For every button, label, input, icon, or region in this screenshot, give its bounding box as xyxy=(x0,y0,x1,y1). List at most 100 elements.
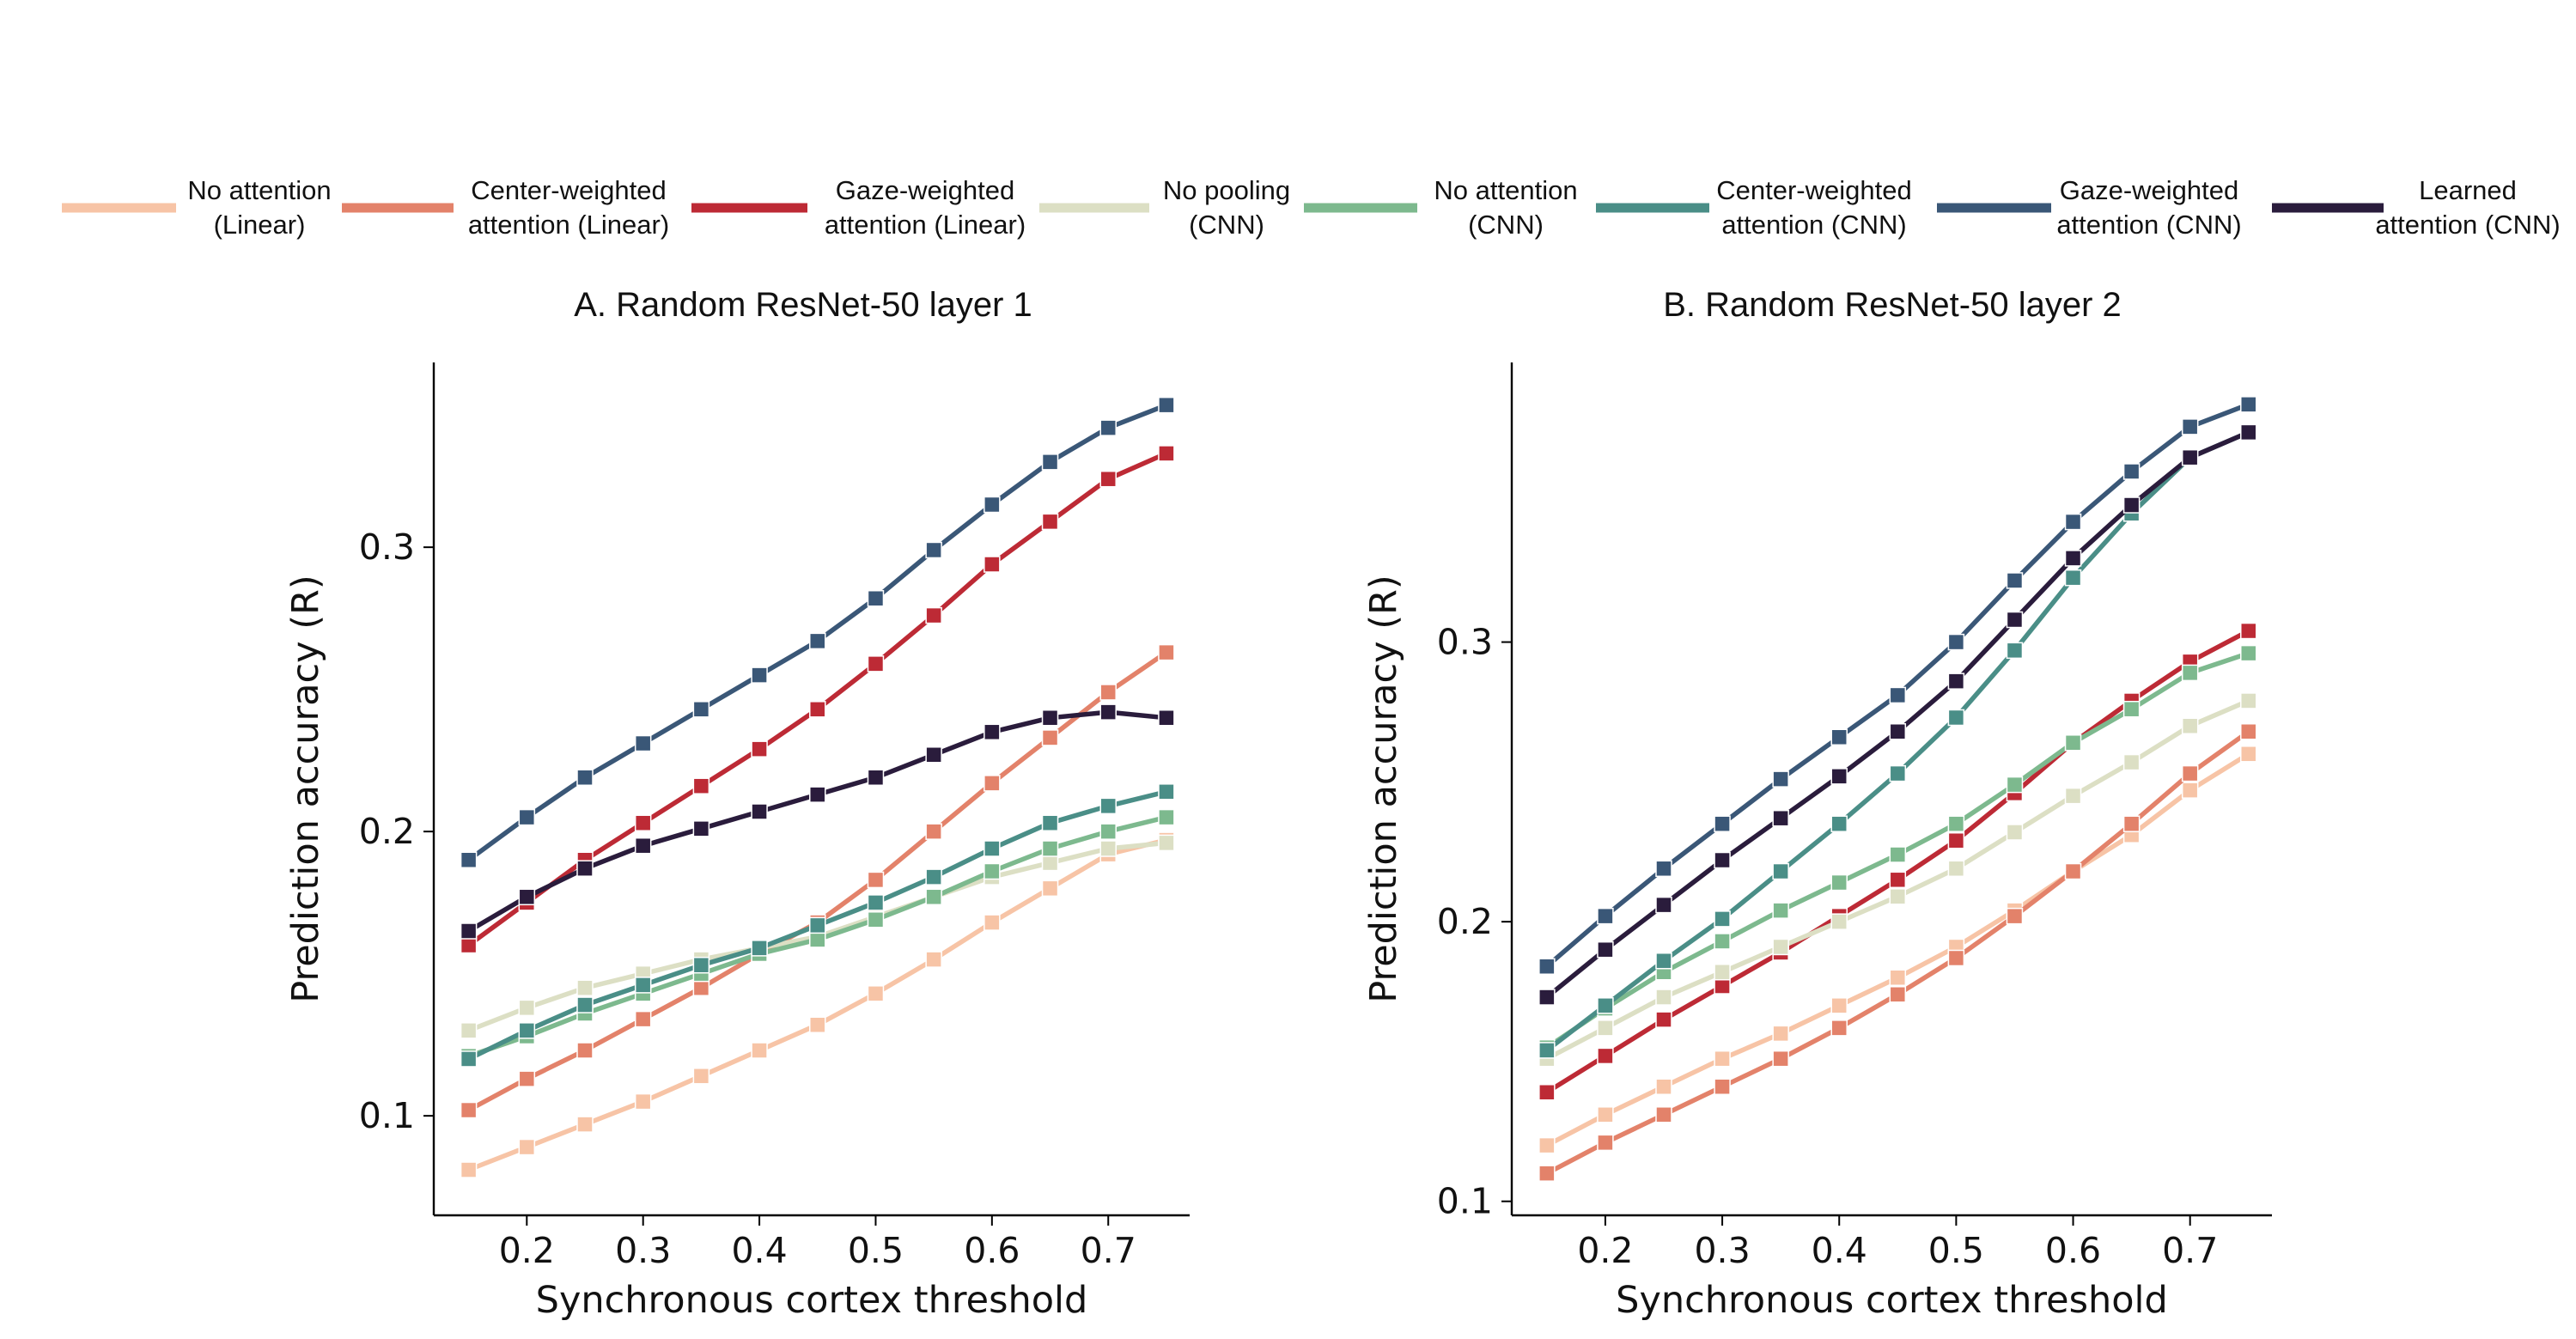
data-point xyxy=(1041,854,1059,872)
series-line xyxy=(466,837,1169,1172)
series-line xyxy=(1544,429,2251,1053)
x-tick-label: 0.6 xyxy=(964,1230,1020,1271)
data-point xyxy=(518,1070,536,1087)
y-tick-label: 0.2 xyxy=(1437,901,1493,942)
data-point xyxy=(1830,728,1848,746)
data-point xyxy=(867,769,885,787)
data-point xyxy=(576,860,594,877)
x-axis-label: Synchronous cortex threshold xyxy=(1616,1279,2168,1322)
data-point xyxy=(2122,496,2141,514)
data-point xyxy=(2240,723,2257,740)
data-point xyxy=(2122,463,2141,480)
x-tick-label: 0.4 xyxy=(1812,1230,1867,1271)
x-tick-label: 0.3 xyxy=(1694,1230,1750,1271)
panel-title: A. Random ResNet-50 layer 1 xyxy=(574,286,1032,324)
y-axis-label: Prediction accuracy (R) xyxy=(284,575,327,1002)
series xyxy=(460,703,1175,940)
data-point xyxy=(1597,1019,1614,1037)
legend-entry: No attention (CNN) xyxy=(1304,175,1578,240)
y-tick-label: 0.2 xyxy=(359,811,415,852)
data-point xyxy=(809,701,826,718)
data-point xyxy=(1714,964,1731,981)
data-point xyxy=(634,814,652,831)
data-point xyxy=(751,1042,768,1059)
data-point xyxy=(867,655,885,673)
data-point xyxy=(1889,986,1907,1003)
data-point xyxy=(1597,940,1614,959)
data-point xyxy=(460,936,478,954)
data-point xyxy=(1772,809,1789,827)
data-point xyxy=(1538,989,1556,1006)
data-point xyxy=(2240,622,2257,640)
data-point xyxy=(751,740,768,758)
data-point xyxy=(925,823,942,840)
data-point xyxy=(518,1022,536,1039)
legend-label: Gaze-weighted xyxy=(836,175,1015,205)
data-point xyxy=(1714,910,1731,928)
data-point xyxy=(1714,933,1731,950)
legend-label: attention (Linear) xyxy=(468,210,669,240)
data-point xyxy=(460,1050,478,1068)
panel-a: A. Random ResNet-50 layer 1 0.2 0.3 0.4 0.5 0… xyxy=(284,286,1190,1322)
data-point xyxy=(1041,729,1059,746)
data-point xyxy=(2006,776,2024,794)
data-point xyxy=(1772,862,1789,880)
panel-b: B. Random ResNet-50 layer 2 0.2 0.3 0.4 0.5 0… xyxy=(1362,286,2272,1322)
data-point xyxy=(634,1010,652,1028)
legend-label: Gaze-weighted xyxy=(2060,175,2239,205)
data-point xyxy=(518,999,536,1017)
data-point xyxy=(2064,862,2082,880)
data-point xyxy=(1889,764,1907,782)
x-tick-label: 0.5 xyxy=(1928,1230,1984,1271)
legend-entry: Center-weighted attention (CNN) xyxy=(1596,175,1912,240)
data-point xyxy=(576,1116,594,1133)
legend-entry: No attention (Linear) xyxy=(62,175,332,240)
data-point xyxy=(1597,907,1614,925)
x-tick-label: 0.5 xyxy=(848,1230,904,1271)
data-point xyxy=(576,979,594,996)
data-point xyxy=(867,985,885,1002)
data-point xyxy=(1597,1134,1614,1152)
legend-label: Center-weighted xyxy=(1716,175,1911,205)
panel-title: B. Random ResNet-50 layer 2 xyxy=(1663,286,2122,324)
data-point xyxy=(809,931,826,948)
x-tick-label: 0.3 xyxy=(615,1230,671,1271)
data-point xyxy=(809,1016,826,1033)
series xyxy=(460,831,1175,1178)
data-point xyxy=(984,556,1001,573)
series xyxy=(1538,692,2257,1068)
data-point xyxy=(2181,717,2199,734)
legend-label: No attention xyxy=(187,175,331,205)
data-point xyxy=(518,1138,536,1156)
data-point xyxy=(2240,692,2257,709)
data-point xyxy=(2122,753,2141,771)
data-point xyxy=(751,666,768,684)
data-point xyxy=(1041,879,1059,898)
data-point xyxy=(809,632,826,650)
x-tick-label: 0.7 xyxy=(2162,1230,2218,1271)
y-tick-label: 0.1 xyxy=(359,1095,415,1136)
x-tick-label: 0.2 xyxy=(499,1230,555,1271)
data-point xyxy=(2181,418,2199,435)
data-point xyxy=(2240,644,2257,662)
data-point xyxy=(1889,846,1907,863)
data-point xyxy=(1947,949,1965,967)
data-point xyxy=(925,746,942,764)
data-point xyxy=(1158,709,1175,727)
data-point xyxy=(1099,823,1117,840)
data-point xyxy=(1947,860,1965,878)
series-line xyxy=(466,451,1169,948)
data-point xyxy=(1714,977,1731,995)
data-point xyxy=(1947,633,1965,651)
data-point xyxy=(1772,770,1789,788)
data-point xyxy=(1538,1083,1556,1101)
data-point xyxy=(925,541,942,559)
data-point xyxy=(1597,1106,1614,1123)
data-point xyxy=(460,851,478,868)
data-point xyxy=(1772,1050,1789,1068)
legend-label: attention (Linear) xyxy=(825,210,1026,240)
data-point xyxy=(1158,396,1175,414)
data-point xyxy=(460,1022,478,1039)
data-point xyxy=(634,1093,652,1111)
data-point xyxy=(2240,396,2257,413)
